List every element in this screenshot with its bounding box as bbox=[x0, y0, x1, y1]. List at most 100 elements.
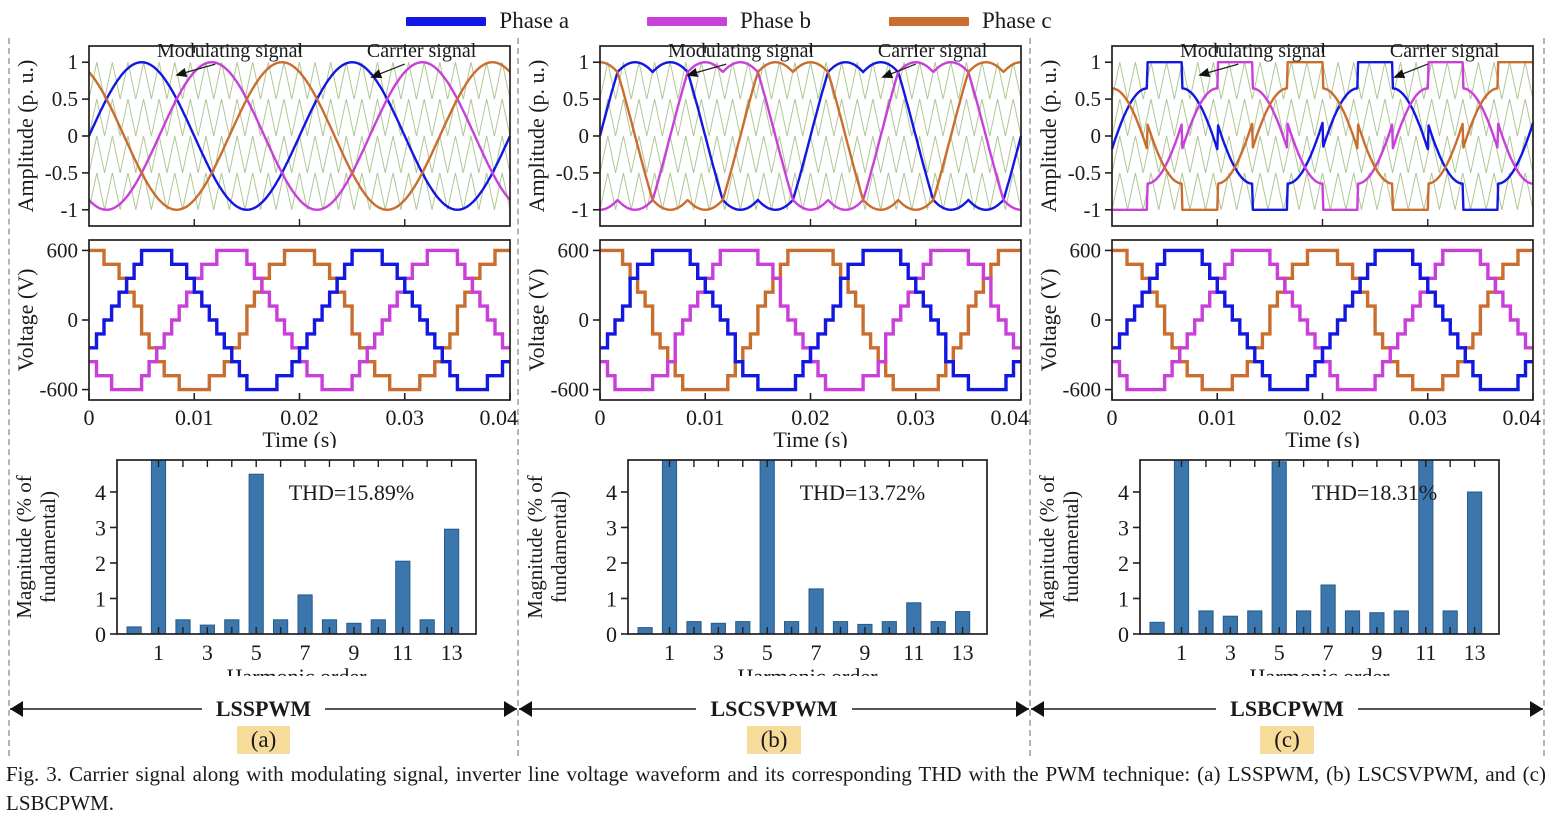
carrier-signal-band bbox=[599, 172, 1022, 210]
x-tick-label: 11 bbox=[1415, 640, 1436, 665]
y-tick-label: 600 bbox=[558, 238, 590, 262]
x-axis-label: Time (s) bbox=[1285, 427, 1359, 448]
y-tick-label: 0 bbox=[579, 308, 590, 332]
x-tick-label: 0.02 bbox=[280, 405, 319, 430]
y-tick-label: 1 bbox=[1118, 586, 1129, 611]
x-tick-label: 9 bbox=[859, 640, 870, 665]
modulating-signal-annotation: Modulating signal bbox=[668, 40, 815, 62]
x-axis-label: Harmonic order bbox=[227, 664, 368, 676]
y-axis-label-line2: fundamental) bbox=[1059, 491, 1083, 603]
x-tick-label: 11 bbox=[392, 640, 413, 665]
thd-annotation: THD=15.89% bbox=[289, 480, 414, 505]
annotation-arrow-head bbox=[1393, 69, 1406, 79]
legend-item-phase-c: Phase c bbox=[888, 8, 1052, 34]
y-tick-label: 0 bbox=[68, 124, 79, 148]
badge-row-b: (b) bbox=[519, 724, 1029, 756]
column-lsbcpwm: 1 0.5 0 -0.5 -1 Amplitude (p. u.) Modulating s… bbox=[1036, 38, 1541, 676]
y-tick-label: 0 bbox=[1118, 622, 1129, 647]
y-tick-label: 2 bbox=[606, 551, 617, 576]
x-tick-label: 1 bbox=[664, 640, 675, 665]
x-tick-label: 3 bbox=[713, 640, 724, 665]
column-lsspwm: 1 0.5 0 -0.5 -1 Amplitude (p. u.) Modulating s… bbox=[13, 38, 518, 676]
x-tick-label: 0.02 bbox=[1303, 405, 1342, 430]
harmonic-bar-7 bbox=[1320, 584, 1336, 635]
thd-annotation: THD=18.31% bbox=[1312, 480, 1437, 505]
modulating-phase-a bbox=[87, 61, 512, 211]
y-axis-label: Voltage (V) bbox=[13, 269, 38, 372]
x-tick-label: 7 bbox=[300, 640, 311, 665]
y-tick-label: 1 bbox=[606, 586, 617, 611]
x-axis-label: Time (s) bbox=[773, 427, 847, 448]
technique-label-c: LSBCPWM bbox=[1230, 696, 1344, 721]
modulation-plot-b: 1 0.5 0 -0.5 -1 Amplitude (p. u.) Modulating s… bbox=[524, 40, 1023, 227]
y-tick-label: 1 bbox=[95, 586, 106, 611]
arrow-right-c bbox=[1357, 701, 1544, 717]
x-tick-label: 0 bbox=[1107, 405, 1118, 430]
x-axis-label: Time (s) bbox=[262, 427, 336, 448]
legend: Phase a Phase b Phase c bbox=[0, 8, 1506, 34]
technique-label-b: LSCSVPWM bbox=[710, 696, 838, 721]
y-tick-label: -0.5 bbox=[556, 161, 589, 185]
modulating-phase-c bbox=[1111, 61, 1534, 211]
column-lscsvpwm: 1 0.5 0 -0.5 -1 Amplitude (p. u.) Modulating s… bbox=[524, 38, 1029, 676]
y-tick-label: 0 bbox=[95, 622, 106, 647]
x-tick-label: 5 bbox=[762, 640, 773, 665]
y-tick-label: -1 bbox=[1084, 198, 1102, 222]
x-tick-label: 0.04 bbox=[991, 405, 1030, 430]
annotation-arrow-line bbox=[377, 63, 405, 76]
x-tick-label: 7 bbox=[1323, 640, 1334, 665]
carrier-signal-band bbox=[599, 99, 1022, 137]
technique-span-b: LSCSVPWM bbox=[519, 696, 1030, 721]
y-tick-label: 1 bbox=[579, 50, 590, 74]
modulating-phase-b bbox=[1111, 61, 1534, 211]
annotation-arrow-head bbox=[881, 69, 894, 79]
harmonic-bar-1 bbox=[150, 459, 167, 635]
x-axis-label: Harmonic order bbox=[738, 664, 879, 676]
axis-frame bbox=[627, 459, 988, 635]
modulating-phase-c bbox=[599, 61, 1022, 211]
annotation-arrow-line bbox=[888, 63, 916, 76]
y-tick-label: -1 bbox=[572, 198, 590, 222]
y-tick-label: -0.5 bbox=[45, 161, 78, 185]
sub-label-a: (a) bbox=[236, 726, 291, 754]
harmonic-bar-5 bbox=[248, 473, 264, 635]
carrier-signal-band bbox=[1111, 99, 1534, 137]
sub-label-b: (b) bbox=[746, 726, 802, 754]
x-tick-label: 0 bbox=[84, 405, 95, 430]
y-tick-label: 4 bbox=[1118, 480, 1129, 505]
x-tick-label: 0.04 bbox=[480, 405, 519, 430]
y-tick-label: 0 bbox=[606, 622, 617, 647]
line-voltage-phase-b bbox=[1112, 248, 1533, 392]
y-axis-label: Voltage (V) bbox=[1036, 269, 1061, 372]
carrier-signal-band bbox=[599, 135, 1022, 173]
x-axis-label: Harmonic order bbox=[1250, 664, 1391, 676]
carrier-signal-band bbox=[88, 172, 511, 210]
x-tick-label: 1 bbox=[153, 640, 164, 665]
x-tick-label: 0.01 bbox=[686, 405, 725, 430]
modulating-signal-annotation: Modulating signal bbox=[1180, 40, 1327, 62]
axis-frame bbox=[1111, 239, 1534, 401]
line-voltage-phase-a bbox=[1112, 248, 1533, 392]
arrow-right-b bbox=[851, 701, 1030, 717]
line-voltage-phase-c bbox=[89, 248, 510, 392]
y-tick-label: 3 bbox=[606, 515, 617, 540]
x-tick-label: 7 bbox=[811, 640, 822, 665]
annotation-arrow-head bbox=[370, 69, 383, 79]
x-tick-label: 1 bbox=[1176, 640, 1187, 665]
modulating-phase-b bbox=[88, 61, 511, 211]
x-tick-label: 13 bbox=[1464, 640, 1486, 665]
carrier-signal-band bbox=[88, 99, 511, 137]
annotation-arrow-line bbox=[1400, 63, 1428, 76]
y-tick-label: 1 bbox=[1091, 50, 1102, 74]
modulation-plot-c: 1 0.5 0 -0.5 -1 Amplitude (p. u.) Modulating s… bbox=[1036, 40, 1535, 227]
arrow-left-a bbox=[10, 701, 202, 717]
annotation-arrow-line bbox=[1205, 63, 1239, 74]
y-tick-label: 2 bbox=[95, 551, 106, 576]
y-tick-label: 1 bbox=[68, 50, 79, 74]
x-tick-label: 5 bbox=[251, 640, 262, 665]
y-tick-label: 0 bbox=[1091, 124, 1102, 148]
y-axis-label-line1: Magnitude (% of bbox=[13, 475, 36, 618]
